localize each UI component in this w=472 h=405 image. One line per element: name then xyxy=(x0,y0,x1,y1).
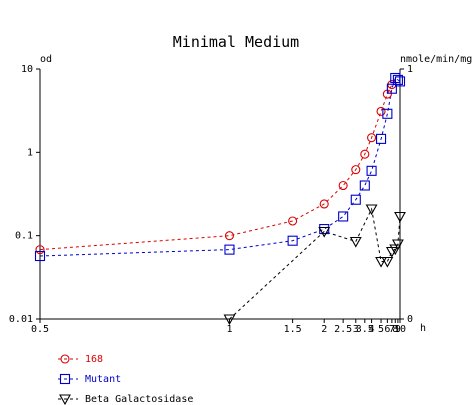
data-point-168 xyxy=(35,245,45,255)
data-point-beta-galactosidase xyxy=(318,226,331,238)
series-line-mutant xyxy=(39,77,401,257)
data-point-168 xyxy=(367,133,377,143)
y-left-tick-label: 0.01 xyxy=(9,314,33,325)
legend-entry: Beta Galactosidase xyxy=(85,394,193,405)
y-left-axis-label: od xyxy=(40,54,52,65)
data-point-168 xyxy=(319,199,329,209)
data-point-mutant xyxy=(34,250,46,262)
x-tick-label: 0.5 xyxy=(31,324,49,335)
data-point-beta-galactosidase xyxy=(394,211,406,223)
x-tick-label: 6 xyxy=(384,324,390,335)
y-left-tick-label: 1 xyxy=(27,147,33,158)
y-right-tick-label: 0 xyxy=(407,314,413,325)
legend: 168 Mutant Beta Galactosidase xyxy=(58,354,193,405)
data-point-mutant xyxy=(224,244,235,255)
x-axis-label: h xyxy=(420,323,426,334)
data-point-beta-galactosidase xyxy=(223,314,236,326)
data-point-168 xyxy=(288,216,298,226)
x-tick-label: 8 xyxy=(392,324,398,335)
series-line-beta-galactosidase xyxy=(229,207,401,320)
data-point-168 xyxy=(360,149,370,159)
x-tick-label: 3.5 xyxy=(356,324,374,335)
data-point-mutant xyxy=(394,76,406,87)
legend-entry: 168 xyxy=(85,354,103,365)
data-point-beta-galactosidase xyxy=(365,204,378,216)
x-tick-label: 3 xyxy=(353,324,359,335)
chart-title: Minimal Medium xyxy=(173,33,299,51)
data-point-168 xyxy=(376,106,386,116)
x-tick-label: 5 xyxy=(378,324,384,335)
series-lines xyxy=(39,77,401,320)
data-point-mutant xyxy=(338,211,349,222)
legend-marker xyxy=(59,394,71,405)
data-point-beta-galactosidase xyxy=(375,256,387,268)
y-left-tick-label: 10 xyxy=(21,64,33,75)
data-point-168 xyxy=(224,231,235,241)
x-tick-label: 4 xyxy=(369,324,375,335)
legend-entry: Mutant xyxy=(85,374,121,385)
data-point-168 xyxy=(338,180,348,191)
x-tick-label: 2.5 xyxy=(334,324,352,335)
series-line-168 xyxy=(39,84,393,251)
data-point-mutant xyxy=(287,235,298,246)
x-tick-label: 1.5 xyxy=(284,324,302,335)
data-point-mutant xyxy=(386,83,397,94)
data-point-beta-galactosidase xyxy=(391,239,404,251)
axes xyxy=(39,69,401,320)
data-point-mutant xyxy=(392,74,403,85)
data-point-beta-galactosidase xyxy=(349,236,362,248)
data-point-168 xyxy=(351,165,361,175)
y-right-axis-label: nmole/min/mg xyxy=(400,54,472,65)
x-tick-label: 10 xyxy=(394,324,406,335)
data-point-mutant xyxy=(359,180,370,191)
y-right-tick-label: 1 xyxy=(407,64,413,75)
series-markers xyxy=(34,72,406,326)
data-point-mutant xyxy=(366,165,377,176)
x-tick-label: 2 xyxy=(321,324,327,335)
legend-marker xyxy=(60,354,70,364)
x-tick-label: 7 xyxy=(389,324,395,335)
legend-marker xyxy=(59,373,71,385)
x-tick-label: 1 xyxy=(226,324,232,335)
data-point-mutant xyxy=(382,108,393,119)
x-tick-label: 9 xyxy=(395,324,401,335)
data-point-beta-galactosidase xyxy=(381,256,394,268)
y-left-tick-label: 0.1 xyxy=(15,231,33,242)
data-point-mutant xyxy=(350,194,361,205)
data-point-mutant xyxy=(376,133,387,144)
